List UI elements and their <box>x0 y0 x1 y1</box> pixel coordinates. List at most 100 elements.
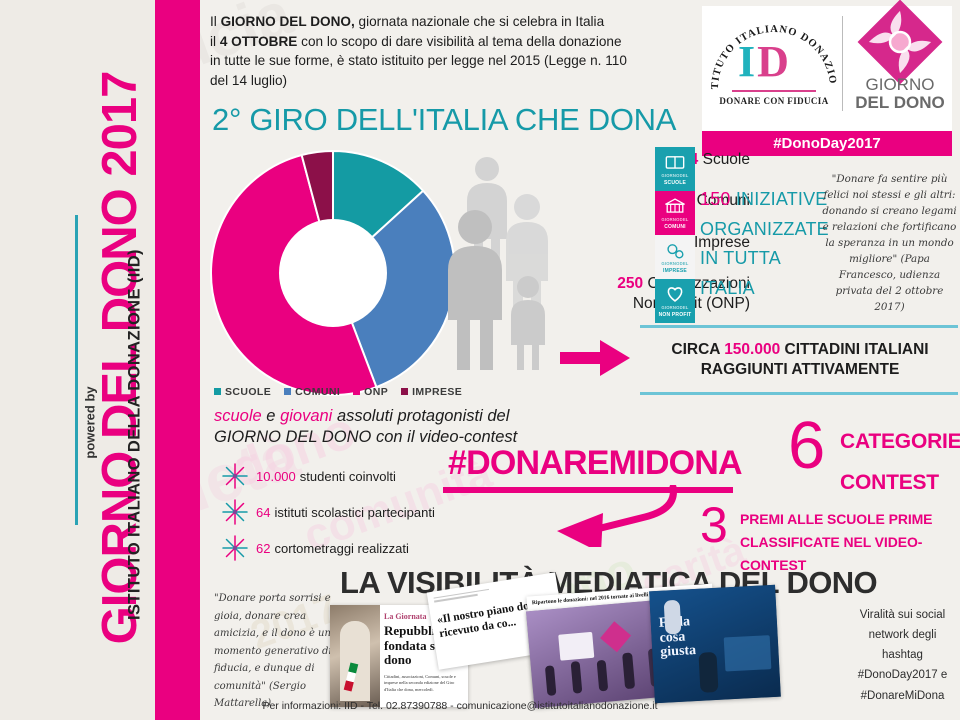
legend-swatch <box>284 388 292 395</box>
sg-giovani: giovani <box>280 407 333 425</box>
legend-label: ONP <box>364 386 389 398</box>
circa-rule-bottom <box>640 392 958 395</box>
pope-quote-text: "Donare fa sentire più felici noi stessi… <box>822 173 957 265</box>
legend-swatch <box>401 388 409 395</box>
badge-imprese: GIORNODEL IMPRESE <box>655 235 695 279</box>
pope-quote-attribution: (Papa Francesco, udienza privata del 2 o… <box>835 252 944 313</box>
stat-label: Scuole <box>698 151 750 168</box>
tv-person <box>698 651 719 693</box>
sg-mid: e <box>261 407 281 425</box>
iniziative-line2: ORGANIZZATE <box>700 218 829 239</box>
star-bullet-icon <box>222 463 248 489</box>
chart-legend: SCUOLE COMUNI ONP IMPRESE <box>214 386 475 398</box>
section-title-giro: 2° GIRO DELL'ITALIA CHE DONA <box>212 102 677 137</box>
badge-scuole: GIORNODEL SCUOLE <box>655 147 695 191</box>
badge-column: GIORNODEL SCUOLE GIORNODEL COMUNI GIORNODEL I… <box>655 147 695 323</box>
contest-contest: CONTEST <box>840 470 939 494</box>
mattarella-quote-text: "Donare porta sorrisi e gioia, donare cr… <box>214 593 332 692</box>
intro-line2-post: con lo scopo di dare visibilità al tema … <box>297 33 622 49</box>
premi-line2: CLASSIFICATE NEL VIDEO-CONTEST <box>740 534 923 574</box>
legend-item-scuole: SCUOLE <box>214 386 271 398</box>
intro-line1-post: giornata nazionale che si celebra in Ita… <box>354 14 605 29</box>
scuole-giovani-heading: scuole e giovani assoluti protagonisti d… <box>214 406 544 449</box>
virality-line3: hashtag <box>882 649 923 662</box>
stat-label: Comuni <box>692 192 750 210</box>
donut-chart <box>208 148 458 398</box>
intro-line1-bold: GIORNO DEL DONO, <box>220 14 355 29</box>
gdd-diamond-icon <box>857 0 943 85</box>
legend-label: SCUOLE <box>225 386 272 398</box>
footer-contact: Per informazioni: IID - Tel. 02.87390788… <box>262 700 658 712</box>
bullet-number: 10.000 <box>256 468 296 484</box>
sidebar: GIORNO DEL DONO 2017 powered by ISTITUTO… <box>0 0 200 720</box>
bullet-number: 64 <box>256 504 271 520</box>
star-bullet-icon <box>222 535 248 561</box>
bullet-label: studenti coinvolti <box>299 468 396 484</box>
tv-person <box>663 599 682 635</box>
clipping-fa-cosa-giusta: FA la cosa giusta <box>649 584 781 704</box>
donaremidona-hashtag: #DONAREMIDONA <box>448 444 743 482</box>
bullet-label: cortometraggi realizzati <box>274 540 409 556</box>
intro-line2-pre: il <box>210 33 220 49</box>
circa-pre: CIRCA <box>671 341 725 358</box>
legend-item-imprese: IMPRESE <box>401 386 462 398</box>
virality-line2: network degli <box>868 629 937 642</box>
sg-scuole: scuole <box>214 407 262 425</box>
iniziative-block: 150 INIZIATIVE ORGANIZZATE IN TUTTA ITAL… <box>700 185 830 304</box>
stat-row: 64 Scuole <box>500 150 750 169</box>
intro-line2-bold: 4 OTTOBRE <box>219 33 298 49</box>
iid-logo: ISTITUTO ITALIANO DONAZIONE ID DONARE CO… <box>710 12 838 116</box>
sg-rest: assoluti protagonisti del <box>332 407 510 425</box>
intro-line4: del 14 luglio) <box>210 73 288 89</box>
iid-letter-i: I <box>738 37 758 86</box>
gears-icon <box>667 244 684 259</box>
curved-left-arrow-icon <box>557 485 677 547</box>
badge-label: GIORNODEL SCUOLE <box>661 173 689 186</box>
virality-line1: Viralità sui social <box>859 609 946 621</box>
legend-item-onp: ONP <box>353 386 388 398</box>
legend-item-comuni: COMUNI <box>284 386 340 398</box>
stat-label: Imprese <box>689 233 750 251</box>
intro-line1-pre: Il <box>210 14 221 29</box>
bullet-label: istituti scolastici partecipanti <box>274 504 435 520</box>
sidebar-institute: ISTITUTO ITALIANO DELLA DONAZIONE (IID) <box>125 249 144 620</box>
mattarella-quote-attribution: (Sergio Mattarella) <box>214 680 307 710</box>
stage-logo-id <box>558 631 595 661</box>
premi-labels: PREMI ALLE SCUOLE PRIME CLASSIFICATE NEL… <box>740 508 960 577</box>
sg-line2: GIORNO DEL DONO con il video-contest <box>214 428 518 447</box>
iid-tagline: DONARE CON FIDUCIA <box>719 96 829 106</box>
virality-note: Viralità sui social network degli hashta… <box>845 605 960 706</box>
tv-screen-graphic <box>723 635 772 672</box>
clipping-kicker: La Giornata <box>384 612 427 621</box>
iniziative-number: 150 <box>700 189 731 209</box>
three-number: 3 <box>700 497 728 553</box>
virality-line4: #DonoDay2017 e <box>857 669 948 682</box>
mattarella-quote: "Donare porta sorrisi e gioia, donare cr… <box>214 590 339 713</box>
clipping-body: Cittadini, associazioni, Comuni, scuole … <box>384 673 456 692</box>
logo-block: ISTITUTO ITALIANO DONAZIONE ID DONARE CO… <box>702 0 952 131</box>
sidebar-divider <box>75 215 78 525</box>
bullet-item: 64 istituti scolastici partecipanti <box>220 494 540 530</box>
legend-label: IMPRESE <box>412 386 463 398</box>
circa-post: CITTADINI ITALIANI <box>780 341 929 358</box>
people-silhouettes-icon <box>448 157 548 370</box>
badge-non-profit: GIORNODEL NON PROFIT <box>655 279 695 323</box>
heart-icon <box>667 287 683 302</box>
sidebar-powered-by: powered by <box>82 386 98 459</box>
donaremidona-underline <box>443 487 733 493</box>
iid-rule <box>732 90 816 92</box>
bullet-item: 10.000 studenti coinvolti <box>220 458 540 494</box>
sidebar-pink-bar <box>155 0 200 720</box>
legend-label: COMUNI <box>295 386 341 398</box>
bullet-list: 10.000 studenti coinvolti 64 istituti scola… <box>220 458 540 566</box>
badge-label: GIORNODEL IMPRESE <box>661 261 689 274</box>
right-arrow-icon <box>560 340 630 376</box>
legend-swatch <box>353 388 361 395</box>
logo-divider <box>842 16 843 111</box>
bullet-item: 62 cortometraggi realizzati <box>220 530 540 566</box>
gdd-wordmark: GIORNO DEL DONO <box>852 76 948 112</box>
contest-labels: CATEGORIE CONTEST <box>840 422 960 504</box>
main-content: Il GIORNO DEL DONO, giornata nazionale c… <box>200 0 960 720</box>
book-icon <box>665 156 685 169</box>
